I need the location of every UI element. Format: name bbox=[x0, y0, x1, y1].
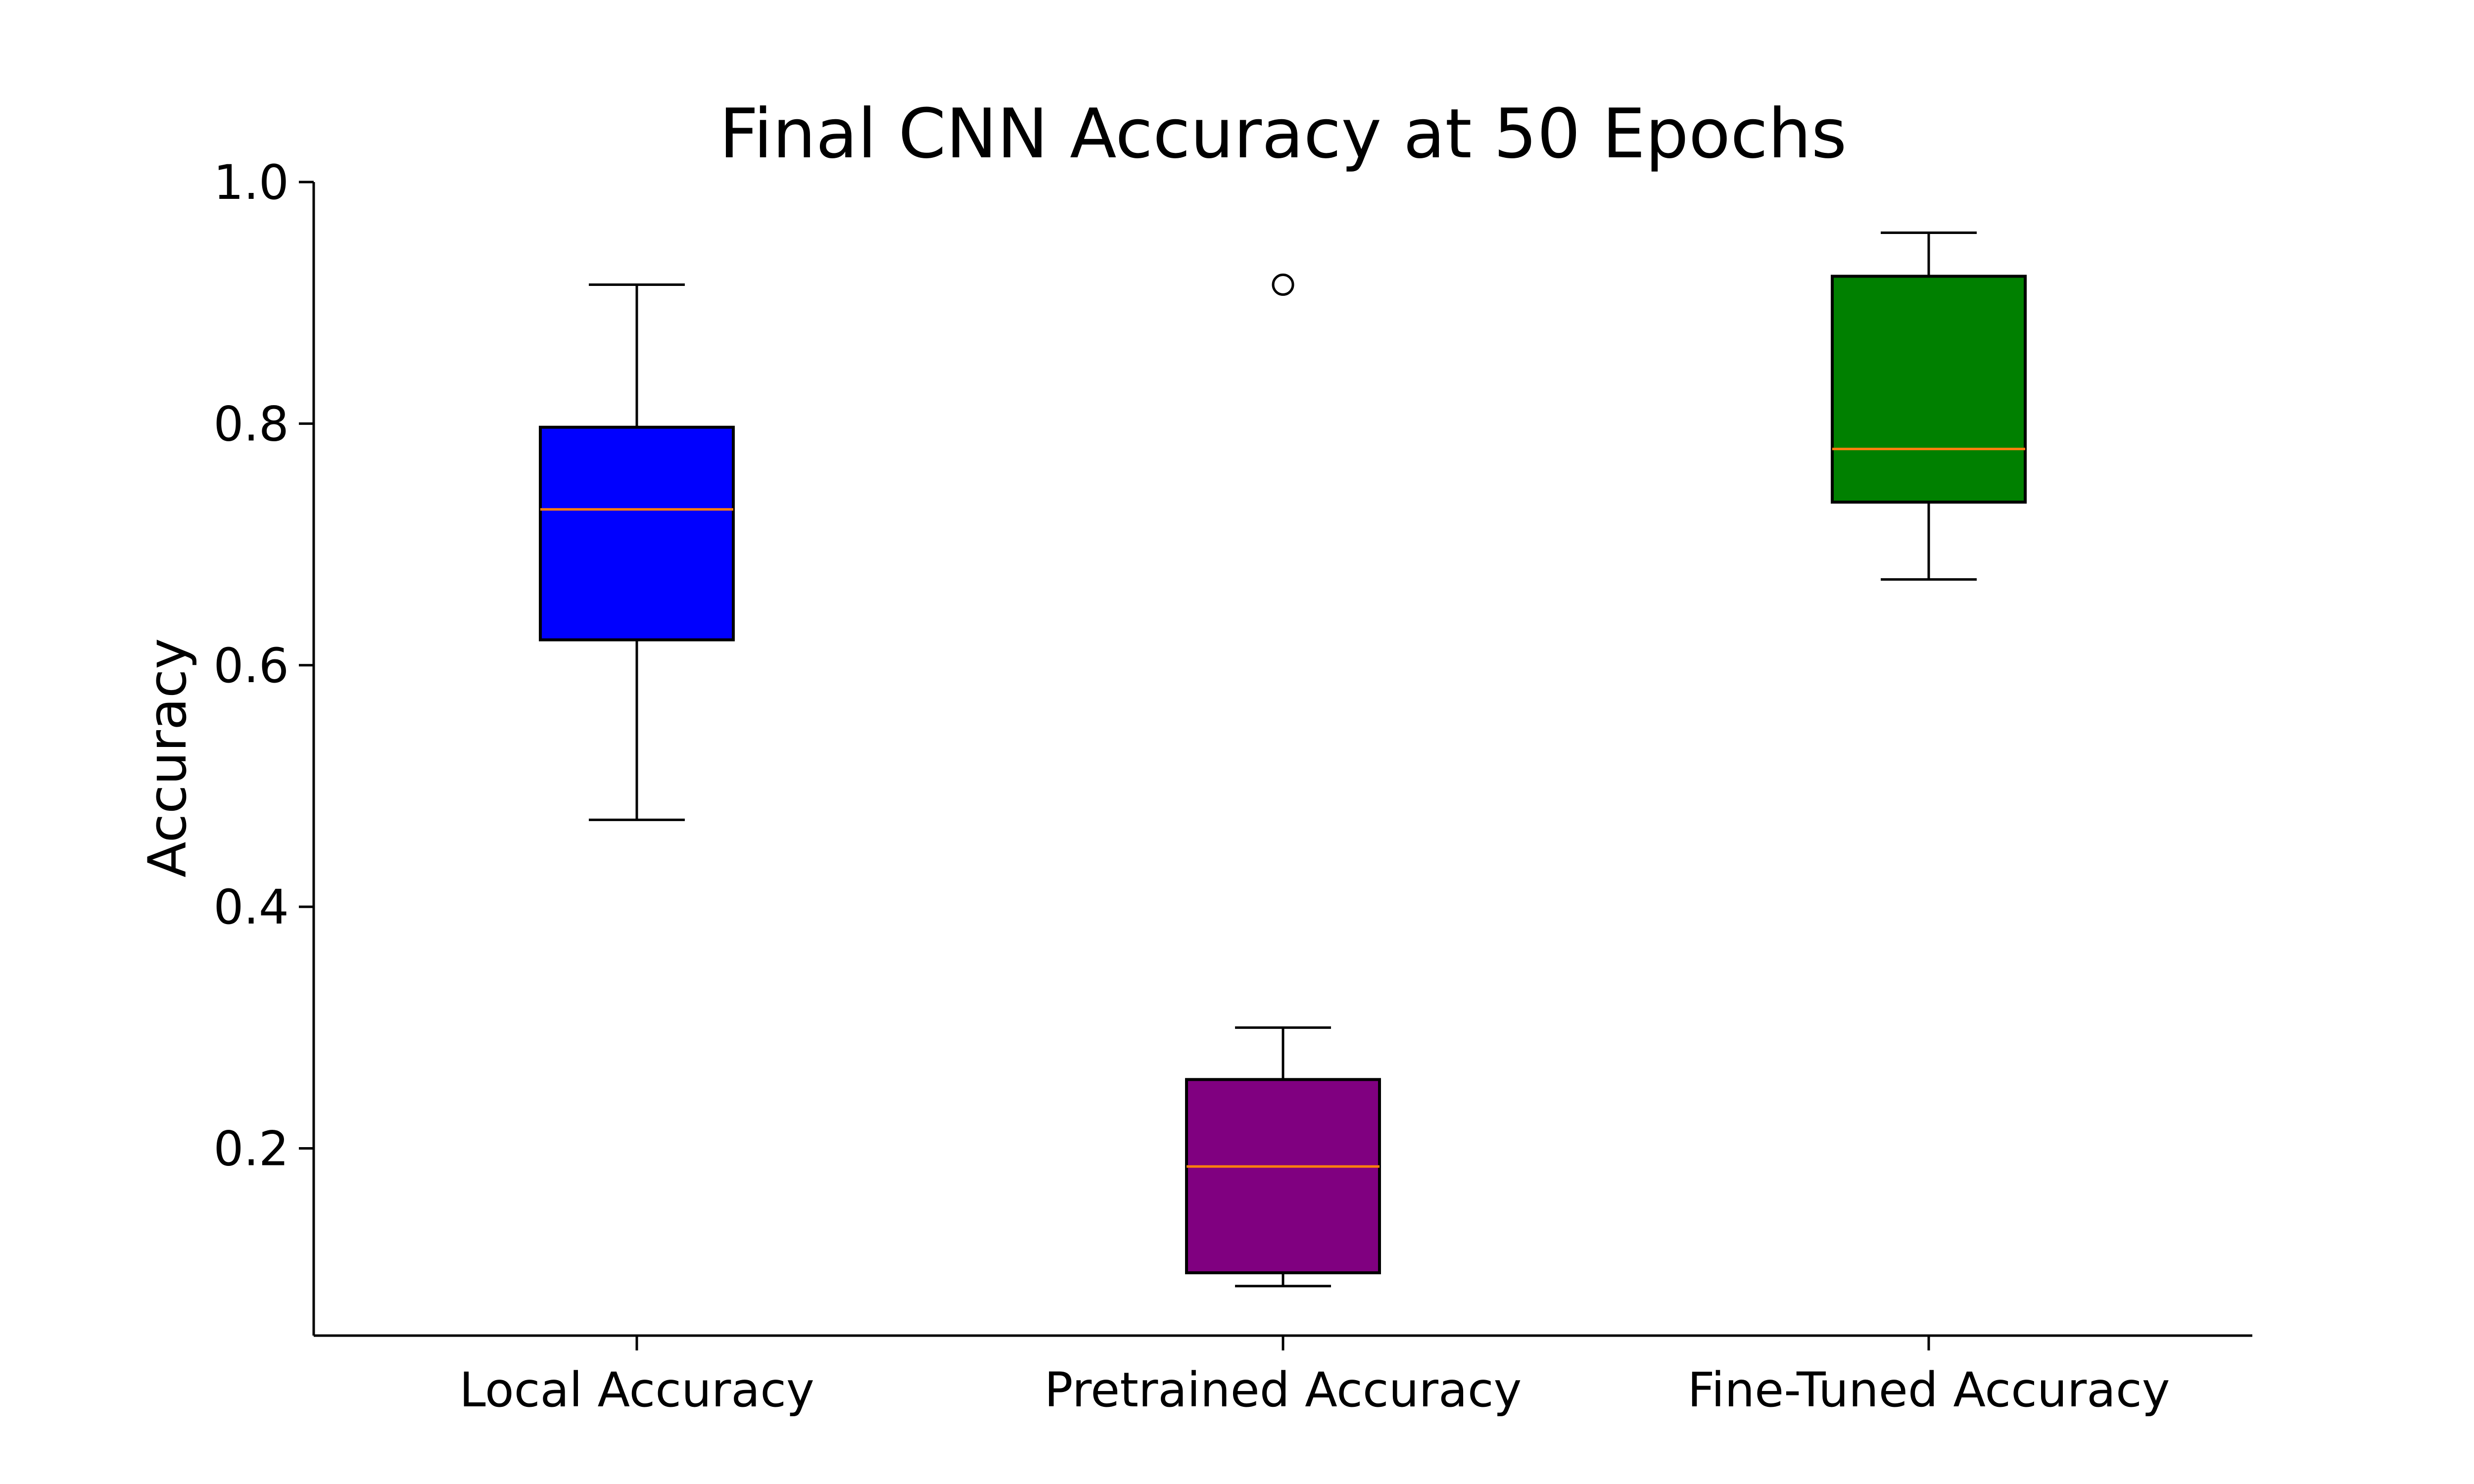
x-tick-label: Local Accuracy bbox=[459, 1362, 814, 1418]
box-1 bbox=[539, 425, 735, 642]
y-tick-label: 0.4 bbox=[213, 880, 289, 935]
plot-area: 0.2 0.4 0.6 0.8 1.0 Local Accuracy Pretrained … bbox=[213, 155, 2252, 1418]
x-tick-label: Fine-Tuned Accuracy bbox=[1687, 1362, 2170, 1418]
box-3 bbox=[1831, 275, 2027, 504]
y-tick-label: 1.0 bbox=[213, 155, 289, 210]
y-tick-label: 0.6 bbox=[213, 638, 289, 694]
x-tick-label: Pretrained Accuracy bbox=[1045, 1362, 1522, 1418]
y-tick-label: 0.2 bbox=[213, 1121, 289, 1177]
outlier-point bbox=[1272, 274, 1294, 296]
chart-title: Final CNN Accuracy at 50 Epochs bbox=[719, 94, 1847, 174]
box-2 bbox=[1185, 1078, 1381, 1275]
y-axis-label: Accuracy bbox=[137, 638, 198, 878]
y-tick-label: 0.8 bbox=[213, 396, 289, 452]
